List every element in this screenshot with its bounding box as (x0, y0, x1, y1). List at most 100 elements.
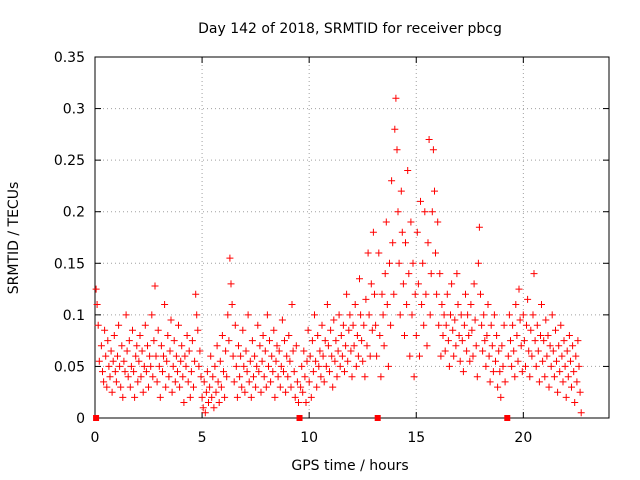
data-point (489, 368, 497, 376)
data-point (195, 362, 203, 370)
data-point (303, 357, 311, 365)
data-point (121, 368, 129, 376)
data-point (130, 368, 138, 376)
data-point (488, 342, 496, 350)
data-point (504, 352, 512, 360)
data-point (265, 362, 272, 370)
data-point (465, 332, 473, 339)
data-point (393, 146, 401, 154)
data-point (485, 352, 493, 360)
data-point (290, 368, 298, 376)
data-point (177, 357, 185, 365)
data-point (507, 337, 514, 345)
data-point (202, 388, 210, 396)
data-point (439, 332, 447, 339)
data-point (229, 352, 237, 360)
data-point (473, 373, 481, 381)
data-point (367, 280, 375, 288)
data-point (454, 301, 462, 308)
data-point (450, 352, 458, 360)
data-point (414, 280, 422, 288)
x-tick-label: 15 (407, 430, 425, 446)
data-point (282, 388, 290, 396)
data-point (246, 357, 254, 365)
data-point (281, 337, 288, 345)
data-point (271, 393, 279, 401)
data-point (278, 316, 286, 324)
data-point (203, 368, 211, 376)
data-point (565, 332, 573, 339)
data-point (288, 301, 296, 308)
data-point (509, 321, 517, 329)
data-point (283, 352, 291, 360)
data-point (533, 321, 541, 329)
data-point (211, 362, 219, 370)
data-point (103, 383, 111, 391)
data-point (160, 352, 167, 360)
data-point (510, 347, 518, 355)
data-point (208, 393, 216, 401)
data-point (570, 368, 578, 376)
data-point (347, 347, 355, 355)
data-point (564, 373, 572, 381)
data-point (188, 337, 196, 345)
data-point (463, 347, 471, 355)
data-point (514, 357, 522, 365)
data-point (562, 393, 570, 401)
data-point (327, 326, 335, 334)
data-point (447, 311, 454, 319)
data-point (339, 321, 347, 329)
data-point (569, 342, 577, 350)
data-point (182, 362, 190, 370)
data-point (348, 373, 356, 381)
data-point (162, 383, 170, 391)
data-point (333, 373, 341, 381)
data-gap-marker (296, 415, 303, 421)
data-point (474, 259, 482, 267)
data-point (174, 368, 181, 376)
data-point (176, 383, 184, 391)
data-point (259, 332, 267, 339)
data-point (496, 368, 504, 376)
data-point (123, 347, 131, 355)
data-point (129, 326, 136, 334)
data-point (329, 383, 337, 391)
data-point (497, 393, 505, 401)
data-point (313, 383, 321, 391)
data-point (201, 409, 209, 417)
data-point (181, 352, 189, 360)
data-point (398, 228, 406, 236)
data-point (419, 259, 427, 267)
data-gap-marker (504, 415, 511, 421)
data-point (516, 316, 524, 324)
data-point (178, 342, 186, 350)
data-point (444, 337, 452, 345)
data-point (464, 311, 472, 319)
data-point (114, 352, 121, 360)
data-point (267, 378, 275, 386)
data-point (209, 373, 217, 381)
data-point (572, 352, 580, 360)
data-point (99, 368, 106, 376)
y-tick-label: 0.25 (54, 153, 85, 169)
data-point (544, 332, 552, 339)
data-point (475, 223, 483, 231)
data-point (357, 311, 365, 319)
data-point (306, 352, 314, 360)
data-point (456, 357, 464, 365)
data-point (494, 383, 502, 391)
x-tick-label: 10 (300, 430, 318, 446)
data-point (396, 311, 404, 319)
data-point (102, 352, 110, 360)
data-point (543, 352, 551, 360)
data-point (458, 337, 466, 345)
axis-ticks: 0 0.05 0.1 0.15 0.2 0.25 0.3 0.35 0 5 10 15 20 (54, 50, 609, 446)
data-point (161, 301, 169, 308)
data-point (107, 347, 115, 355)
data-point (142, 368, 150, 376)
data-point (258, 357, 266, 365)
data-point (213, 342, 221, 350)
data-point (277, 362, 285, 370)
data-point (403, 301, 411, 308)
